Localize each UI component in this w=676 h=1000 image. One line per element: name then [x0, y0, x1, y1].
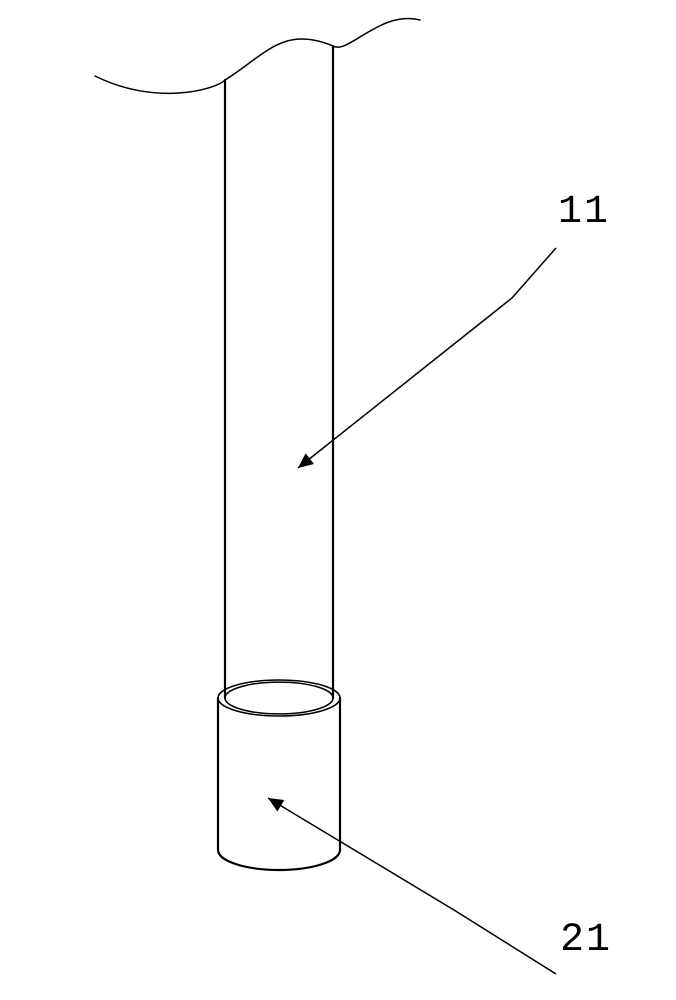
callout-label-21: 21 — [560, 918, 612, 963]
callout-label-11: 11 — [558, 190, 610, 235]
technical-diagram — [0, 0, 676, 1000]
